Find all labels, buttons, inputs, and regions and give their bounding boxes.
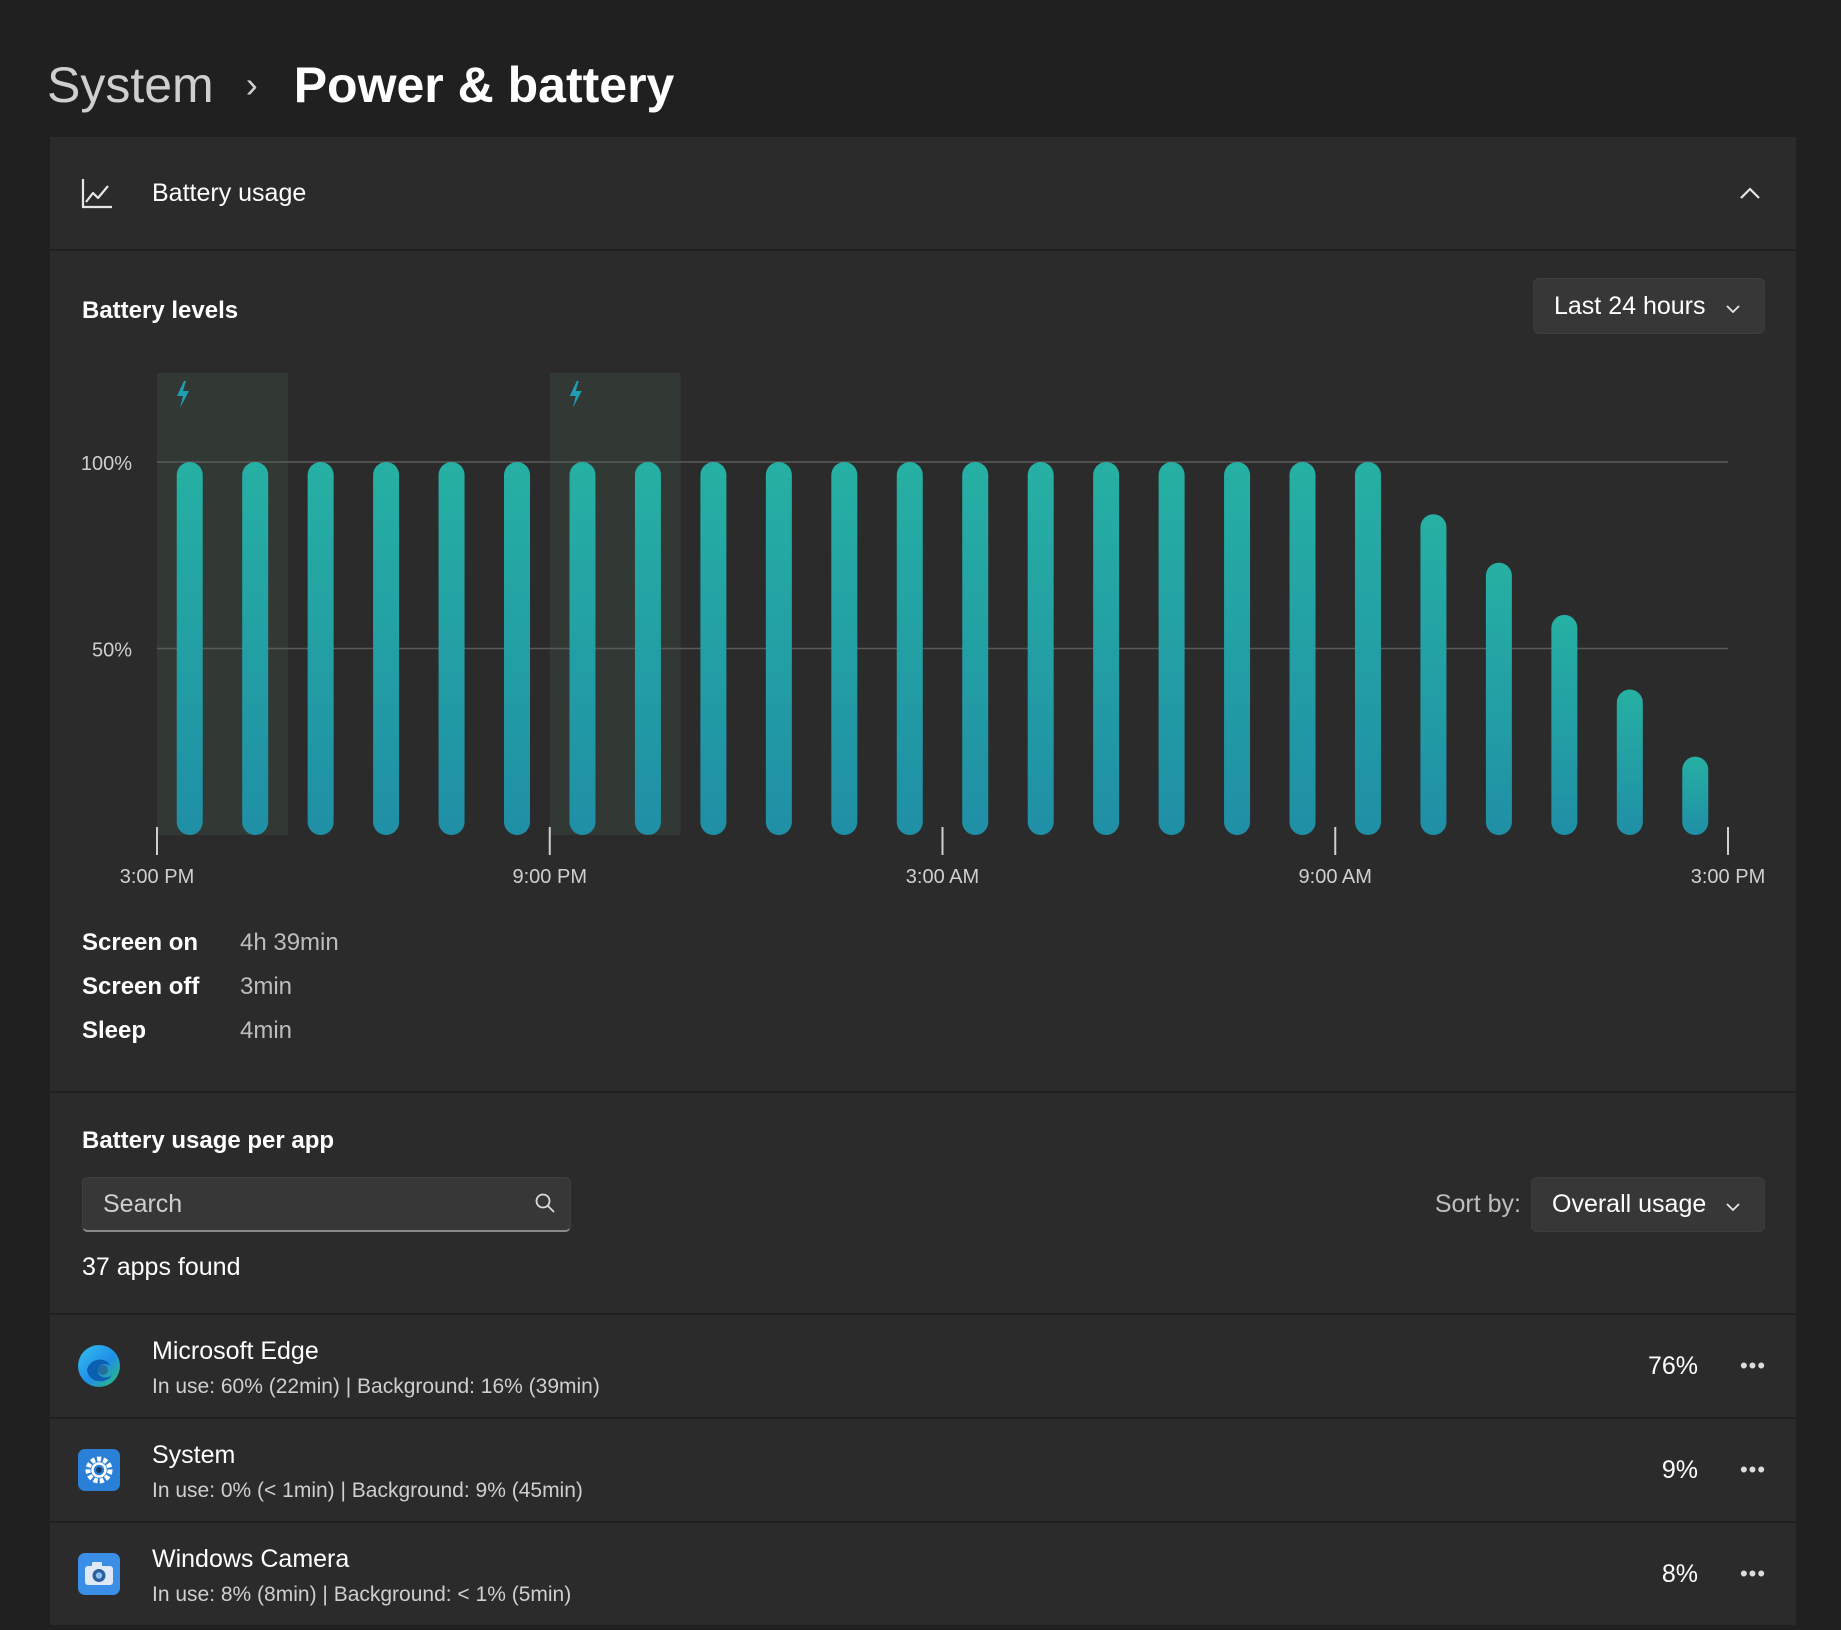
sort-by-label: Sort by: — [1434, 1190, 1521, 1218]
battery-level-bar — [765, 462, 792, 835]
app-usage-detail: In use: 8% (8min) | Background: < 1% (5m… — [152, 1583, 572, 1606]
app-name: Windows Camera — [152, 1545, 350, 1573]
battery-level-bar — [896, 462, 923, 835]
app-row-windows-camera[interactable]: Windows Camera In use: 8% (8min) | Backg… — [50, 1523, 1796, 1625]
battery-level-bar — [1551, 614, 1578, 835]
breadcrumb-separator: › — [245, 64, 258, 105]
battery-level-bar — [569, 462, 596, 835]
x-tick-label: 9:00 PM — [513, 866, 587, 888]
battery-level-bar — [634, 462, 661, 835]
battery-level-bar — [1224, 462, 1251, 835]
time-range-dropdown[interactable]: Last 24 hours — [1533, 278, 1765, 334]
more-options-icon[interactable]: ••• — [1739, 1353, 1767, 1378]
battery-level-bar — [176, 462, 203, 835]
app-usage-percent: 8% — [1661, 1560, 1698, 1588]
usage-stats: Screen on 4h 39min Screen off 3min Sleep… — [82, 921, 339, 1053]
chevron-up-icon[interactable] — [1734, 177, 1766, 209]
battery-level-bar — [307, 462, 334, 835]
battery-level-bar — [504, 462, 531, 835]
stat-screen-off: Screen off 3min — [82, 965, 339, 1009]
battery-level-bar — [1354, 462, 1381, 835]
battery-level-bar — [1485, 562, 1512, 835]
stat-screen-on: Screen on 4h 39min — [82, 921, 339, 965]
battery-level-bar — [1682, 756, 1709, 835]
sort-value: Overall usage — [1552, 1190, 1707, 1218]
battery-level-bar — [962, 462, 989, 835]
time-range-value: Last 24 hours — [1554, 291, 1706, 320]
stat-sleep: Sleep 4min — [82, 1009, 339, 1053]
app-row-microsoft-edge[interactable]: Microsoft Edge In use: 60% (22min) | Bac… — [50, 1315, 1796, 1417]
more-options-icon[interactable]: ••• — [1739, 1561, 1767, 1586]
sort-dropdown[interactable]: Overall usage — [1531, 1177, 1765, 1232]
app-usage-detail: In use: 60% (22min) | Background: 16% (3… — [152, 1375, 600, 1398]
chevron-down-icon — [1726, 292, 1740, 321]
x-tick-label: 3:00 PM — [1691, 866, 1765, 888]
stat-value: 4min — [240, 1017, 293, 1044]
camera-icon — [77, 1552, 121, 1596]
battery-level-bar — [700, 462, 727, 835]
lightning-bolt-icon — [569, 381, 582, 408]
y-tick-label: 100% — [81, 453, 132, 475]
battery-usage-header[interactable]: Battery usage — [50, 137, 1796, 249]
battery-level-bar — [373, 462, 400, 835]
app-usage-detail: In use: 0% (< 1min) | Background: 9% (45… — [152, 1479, 583, 1502]
stat-value: 4h 39min — [240, 929, 339, 956]
breadcrumb: System › Power & battery — [47, 50, 674, 120]
system-gear-icon — [77, 1448, 121, 1492]
app-name: Microsoft Edge — [152, 1337, 319, 1365]
apps-section-title: Battery usage per app — [82, 1127, 335, 1154]
line-chart-icon — [81, 177, 113, 214]
x-tick-label: 3:00 AM — [906, 866, 979, 888]
battery-level-bar — [438, 462, 465, 835]
stat-value: 3min — [240, 973, 293, 1000]
search-icon[interactable] — [534, 1192, 556, 1219]
app-usage-percent: 9% — [1661, 1456, 1698, 1484]
chevron-down-icon — [1726, 1190, 1740, 1219]
page-title: Power & battery — [293, 57, 675, 113]
search-input[interactable] — [101, 1178, 525, 1231]
battery-level-bar — [1158, 462, 1185, 835]
app-usage-percent: 76% — [1647, 1352, 1698, 1380]
battery-usage-per-app-panel: Battery usage per app Sort by: Overall u… — [50, 1093, 1796, 1313]
charging-period-band — [157, 373, 288, 835]
battery-level-chart: 100% 50% 3:00 PM 9:00 PM 3:00 AM 9:00 AM 3:00… — [81, 373, 1765, 888]
battery-usage-title: Battery usage — [152, 179, 307, 207]
app-name: System — [152, 1441, 236, 1469]
more-options-icon[interactable]: ••• — [1739, 1457, 1767, 1482]
battery-level-bar — [1093, 462, 1120, 835]
battery-level-bar — [1289, 462, 1316, 835]
app-row-system[interactable]: System In use: 0% (< 1min) | Background:… — [50, 1419, 1796, 1521]
battery-levels-title: Battery levels — [82, 297, 239, 324]
apps-count: 37 apps found — [82, 1253, 241, 1281]
charging-period-band — [549, 373, 681, 835]
battery-level-bar — [1027, 462, 1054, 835]
lightning-bolt-icon — [177, 381, 189, 408]
x-tick-label: 3:00 PM — [120, 866, 194, 888]
breadcrumb-system-link[interactable]: System — [47, 57, 214, 113]
stat-label: Screen off — [82, 973, 200, 1000]
battery-level-bar — [1420, 514, 1447, 835]
battery-level-bar — [242, 462, 269, 835]
microsoft-edge-icon — [77, 1344, 121, 1388]
stat-label: Screen on — [82, 929, 199, 956]
battery-level-bar — [1616, 689, 1643, 835]
battery-level-bar — [831, 462, 858, 835]
battery-levels-panel: Battery levels Last 24 hours 100% 50% 3:0… — [50, 251, 1796, 1091]
stat-label: Sleep — [82, 1017, 147, 1044]
x-tick-label: 9:00 AM — [1299, 866, 1372, 888]
search-field[interactable] — [82, 1177, 571, 1232]
y-tick-label: 50% — [92, 640, 132, 662]
